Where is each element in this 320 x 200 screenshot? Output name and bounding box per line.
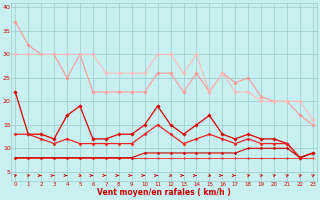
X-axis label: Vent moyen/en rafales ( km/h ): Vent moyen/en rafales ( km/h ): [97, 188, 231, 197]
